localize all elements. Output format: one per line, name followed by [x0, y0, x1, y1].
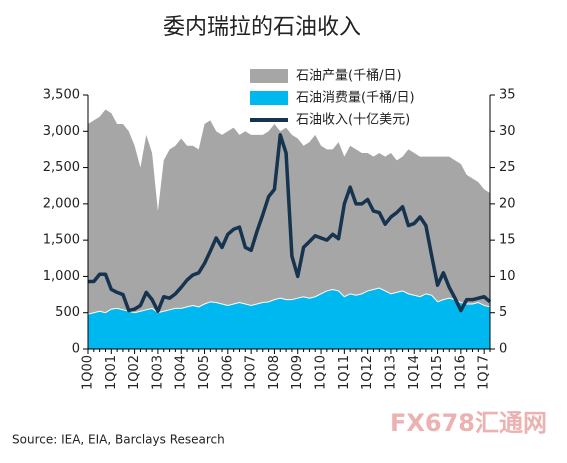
x-tick-label: 1Q06 [220, 355, 235, 390]
x-tick-label: 1Q10 [314, 355, 329, 390]
area [87, 287, 491, 350]
y-tick-label: 2,500 [43, 160, 80, 175]
y2-tick-label: 5 [499, 305, 507, 320]
x-tick-label: 1Q09 [290, 355, 305, 390]
x-tick-label: 1Q17 [477, 355, 492, 390]
y-tick-label: 0 [72, 342, 80, 357]
y2-tick-label: 35 [499, 88, 516, 103]
x-tick-label: 1Q11 [337, 355, 352, 390]
y2-tick-label: 0 [499, 342, 507, 357]
y-tick-label: 2,000 [43, 196, 80, 211]
x-tick-label: 1Q01 [104, 355, 119, 390]
legend-swatch [250, 69, 288, 83]
y-tick-label: 1,000 [43, 269, 80, 284]
y2-tick-label: 10 [499, 269, 516, 284]
chart-title: 委内瑞拉的石油收入 [163, 15, 361, 40]
x-tick-label: 1Q14 [407, 355, 422, 390]
y2-tick-label: 25 [499, 160, 516, 175]
x-tick-label: 1Q16 [453, 355, 468, 390]
y-tick-label: 1,500 [43, 233, 80, 248]
x-tick-label: 1Q04 [174, 355, 189, 390]
y-tick-label: 500 [55, 305, 80, 320]
legend-label: 石油收入(十亿美元) [296, 113, 410, 128]
x-tick-label: 1Q08 [267, 355, 282, 390]
x-tick-label: 1Q13 [383, 355, 398, 390]
x-tick-label: 1Q15 [430, 355, 445, 390]
watermark: FX678汇通网 [390, 409, 547, 437]
y-tick-label: 3,000 [43, 124, 80, 139]
legend-label: 石油消费量(千桶/日) [296, 91, 415, 106]
x-tick-label: 1Q00 [81, 355, 96, 390]
y2-tick-label: 30 [499, 124, 516, 139]
source: Source: IEA, EIA, Barclays Research [12, 433, 225, 447]
legend-label: 石油产量(千桶/日) [296, 69, 402, 84]
x-tick-label: 1Q05 [197, 355, 212, 390]
y-tick-label: 3,500 [43, 88, 80, 103]
x-tick-label: 1Q12 [360, 355, 375, 390]
line [88, 133, 492, 314]
legend-swatch [250, 91, 288, 105]
y2-tick-label: 15 [499, 233, 516, 248]
x-tick-label: 1Q07 [244, 355, 259, 390]
y2-tick-label: 20 [499, 196, 516, 211]
x-tick-label: 1Q03 [150, 355, 165, 390]
x-tick-label: 1Q02 [127, 355, 142, 390]
